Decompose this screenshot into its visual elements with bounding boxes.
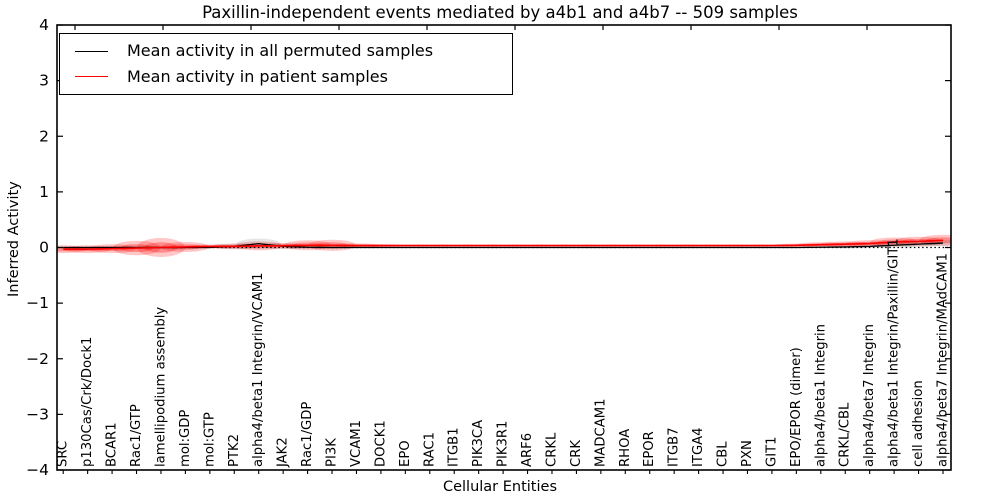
x-tick-label: CRKL <box>544 432 559 467</box>
x-tick-label: ARF6 <box>520 433 535 467</box>
legend: Mean activity in all permuted samples Me… <box>59 33 513 95</box>
x-tick-label: RHOA <box>618 429 633 467</box>
x-tick-label: cell adhesion <box>911 380 926 467</box>
svg-text:2: 2 <box>39 127 49 145</box>
x-tick-label: EPOR <box>642 431 657 467</box>
svg-text:1: 1 <box>39 183 49 201</box>
x-tick-label: GIT1 <box>764 436 779 467</box>
svg-text:0: 0 <box>39 239 49 257</box>
x-tick-label: CRKL/CBL <box>838 402 853 467</box>
x-tick-label: EPO/EPOR (dimer) <box>789 347 804 467</box>
svg-text:−4: −4 <box>26 461 49 479</box>
x-tick-label: ITGB7 <box>667 427 682 467</box>
y-axis-label: Inferred Activity <box>6 181 22 297</box>
x-tick-label: ITGB1 <box>447 427 462 467</box>
svg-text:3: 3 <box>39 72 49 90</box>
x-tick-label: EPO <box>398 440 413 467</box>
x-tick-label: CRK <box>569 440 584 467</box>
x-tick-label: alpha4/beta1 Integrin/Paxillin/GIT1 <box>887 238 902 467</box>
x-tick-label: DOCK1 <box>373 420 388 467</box>
x-tick-label: RAC1 <box>422 432 437 467</box>
x-tick-label: alpha4/beta1 Integrin/VCAM1 <box>251 272 266 467</box>
x-tick-label: BCAR1 <box>105 422 120 467</box>
x-tick-label: p130Cas/Crk/Dock1 <box>80 337 95 467</box>
legend-line-patient <box>75 76 108 78</box>
x-tick-label: SRC <box>56 441 71 467</box>
x-tick-label: PIK3CA <box>471 420 486 467</box>
legend-entry: Mean activity in patient samples <box>60 66 512 86</box>
x-tick-label: VCAM1 <box>349 420 364 467</box>
x-tick-label: alpha4/beta7 Integrin/MAdCAM1 <box>936 253 951 467</box>
x-tick-label: PXN <box>740 440 755 467</box>
x-axis-label: Cellular Entities <box>442 479 558 495</box>
x-tick-label: Rac1/GDP <box>300 402 315 467</box>
x-tick-label: mol:GDP <box>178 410 193 467</box>
x-tick-label: PIK3R1 <box>496 421 511 467</box>
x-tick-label: MADCAM1 <box>593 398 608 467</box>
legend-entry: Mean activity in all permuted samples <box>60 43 512 59</box>
svg-text:−1: −1 <box>26 294 49 312</box>
svg-text:−2: −2 <box>26 350 49 368</box>
x-tick-label: PTK2 <box>227 434 242 467</box>
chart-title: Paxillin-independent events mediated by … <box>202 3 798 22</box>
x-tick-label: Rac1/GTP <box>129 404 144 467</box>
svg-text:4: 4 <box>39 16 49 34</box>
x-tick-label: alpha4/beta7 Integrin <box>862 324 877 467</box>
x-tick-label: lamellipodium assembly <box>153 307 168 467</box>
svg-text:−3: −3 <box>26 405 49 423</box>
x-tick-label: PI3K <box>325 438 340 467</box>
x-tick-label: mol:GTP <box>202 412 217 467</box>
legend-line-permuted <box>75 50 108 52</box>
x-tick-label: alpha4/beta1 Integrin <box>813 324 828 467</box>
x-tick-label: ITGA4 <box>691 427 706 467</box>
legend-label: Mean activity in all permuted samples <box>127 41 434 61</box>
legend-label: Mean activity in patient samples <box>127 66 388 86</box>
x-tick-label: CBL <box>716 441 731 467</box>
x-tick-label: JAK2 <box>276 437 291 468</box>
